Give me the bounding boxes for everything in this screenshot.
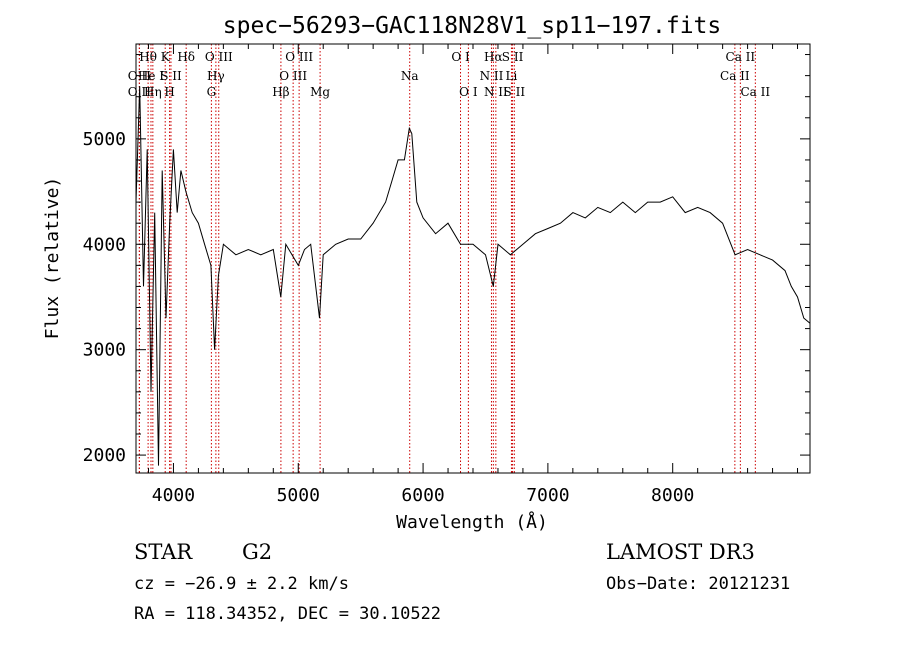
x-tick-label: 5000 [277, 485, 320, 506]
y-axis-ticks: 2000 3000 4000 5000 [83, 54, 810, 466]
line-marker-label: Hβ [272, 85, 289, 99]
obs-date-text: Obs−Date: 20121231 [606, 574, 790, 594]
redshift-text: cz = −26.9 ± 2.2 km/s [134, 574, 349, 594]
line-marker-label: Mg [310, 85, 330, 99]
line-marker-label: Na [401, 69, 419, 83]
line-marker-label: O III [279, 69, 307, 83]
plot-frame [135, 43, 811, 474]
coordinates-text: RA = 118.34352, DEC = 30.10522 [134, 604, 441, 624]
spectral-line-markers [138, 44, 756, 473]
line-marker-label: K [161, 50, 171, 64]
line-marker-label: He I [138, 69, 164, 83]
line-marker-label: Hη [144, 85, 162, 99]
line-marker-label: Ca II [720, 69, 750, 83]
line-marker-label: Ca II [726, 50, 756, 64]
x-tick-label: 4000 [152, 485, 195, 506]
spectrum-line [135, 86, 811, 466]
line-marker-label: Ca II [741, 85, 771, 99]
x-axis-label: Wavelength (Å) [396, 511, 548, 533]
y-axis-label: Flux (relative) [42, 177, 63, 340]
object-subclass: G2 [242, 540, 272, 564]
y-tick-label: 3000 [83, 340, 126, 361]
line-marker-label: G [207, 85, 217, 99]
chart-title: spec−56293−GAC118N28V1_sp11−197.fits [223, 13, 722, 39]
line-marker-label: Hθ [139, 50, 157, 64]
line-marker-label: Hγ [207, 69, 225, 83]
line-marker-label: O III [205, 50, 233, 64]
x-axis-ticks: 4000 5000 6000 7000 8000 [147, 44, 799, 506]
y-tick-label: 5000 [83, 129, 126, 150]
line-marker-label: N II [484, 85, 508, 99]
survey-name: LAMOST DR3 [606, 540, 755, 564]
line-marker-label: Hδ [177, 50, 195, 64]
line-marker-label: N II [480, 69, 504, 83]
object-class: STAR [134, 540, 193, 564]
x-tick-label: 6000 [401, 485, 444, 506]
x-tick-label: 8000 [651, 485, 694, 506]
x-tick-label: 7000 [526, 485, 569, 506]
line-marker-label: Li [506, 69, 518, 83]
y-tick-label: 4000 [83, 234, 126, 255]
line-marker-label: O III [285, 50, 313, 64]
line-marker-label: S II [502, 50, 524, 64]
line-marker-label: S II [504, 85, 526, 99]
line-marker-label: H [164, 85, 174, 99]
line-marker-label: S II [160, 69, 182, 83]
line-marker-label: O I [451, 50, 470, 64]
line-marker-label: Hα [484, 50, 503, 64]
y-tick-label: 2000 [83, 445, 126, 466]
line-marker-label: O I [459, 85, 478, 99]
